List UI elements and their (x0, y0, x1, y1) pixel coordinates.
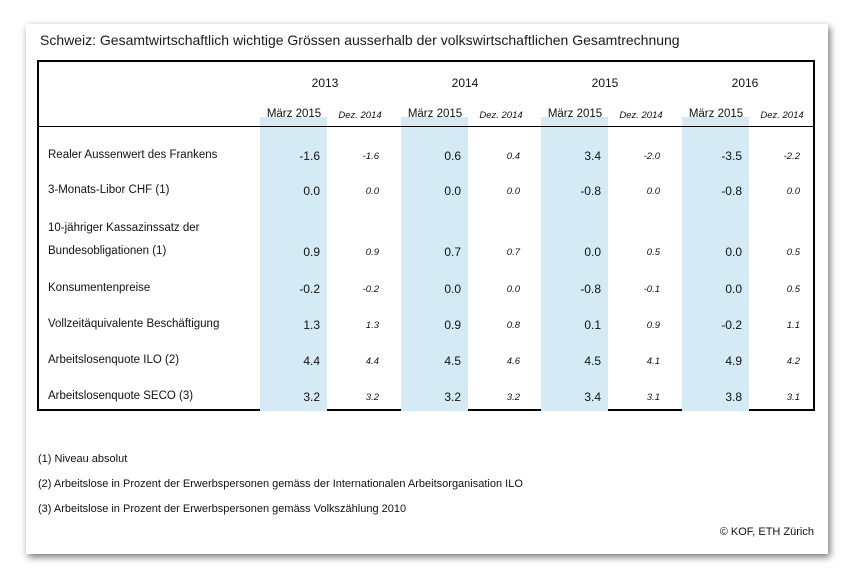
table-cell: 0.5 (786, 247, 800, 258)
page-title: Schweiz: Gesamtwirtschaftlich wichtige G… (40, 32, 680, 48)
row-label: 3-Monats-Libor CHF (1) (48, 184, 170, 196)
table-cell: 0.8 (506, 320, 520, 331)
table-cell: -0.8 (580, 282, 601, 296)
table-cell: 0.9 (365, 247, 379, 258)
col-header-dez: Dez. 2014 (760, 110, 804, 121)
table-cell: 0.7 (444, 245, 461, 259)
table-cell: 0.6 (444, 149, 461, 163)
table-cell: 0.0 (365, 186, 379, 197)
table-cell: 0.7 (506, 247, 520, 258)
col-header-maerz: März 2015 (266, 108, 322, 120)
table-cell: 4.2 (786, 356, 800, 367)
table-cell: 0.4 (506, 151, 520, 162)
table-cell: 0.0 (646, 186, 660, 197)
highlight-band-2013 (260, 117, 327, 411)
table-cell: 3.4 (584, 149, 601, 163)
table-cell: 0.1 (584, 318, 601, 332)
row-label: Vollzeitäquivalente Beschäftigung (48, 318, 220, 330)
year-header: 2013 (311, 76, 339, 90)
table-cell: 4.4 (303, 354, 320, 368)
row-label: Realer Aussenwert des Frankens (48, 149, 218, 161)
table-cell: 4.9 (725, 354, 742, 368)
table-cell: 3.4 (584, 390, 601, 404)
copyright: © KOF, ETH Zürich (719, 526, 814, 538)
table-cell: -0.2 (299, 282, 320, 296)
data-table: 2013 2014 2015 2016 März 2015 Dez. 2014 … (37, 60, 815, 411)
table-cell: 0.0 (725, 282, 742, 296)
footnote: (1) Niveau absolut (38, 453, 128, 465)
table-cell: -1.6 (299, 149, 320, 163)
table-cell: 0.9 (444, 318, 461, 332)
year-header: 2014 (451, 76, 479, 90)
table-cell: 0.0 (786, 186, 800, 197)
row-label: Konsumentenpreise (48, 282, 151, 294)
table-cell: 3.2 (303, 390, 320, 404)
table-cell: -2.0 (643, 151, 660, 162)
table-cell: -0.8 (721, 184, 742, 198)
table-cell: 0.9 (303, 245, 320, 259)
table-cell: -2.2 (783, 151, 800, 162)
table-cell: 0.5 (646, 247, 660, 258)
table-cell: 4.6 (506, 356, 520, 367)
row-label-continued: Bundesobligationen (1) (48, 245, 167, 257)
header-divider (39, 126, 813, 127)
table-cell: 4.4 (365, 356, 379, 367)
col-header-maerz: März 2015 (547, 108, 603, 120)
highlight-band-2015 (541, 117, 608, 411)
col-header-maerz: März 2015 (407, 108, 463, 120)
col-header-dez: Dez. 2014 (619, 110, 663, 121)
table-cell: 1.3 (303, 318, 320, 332)
table-cell: 3.2 (506, 392, 520, 403)
col-header-dez: Dez. 2014 (479, 110, 523, 121)
table-cell: 4.5 (584, 354, 601, 368)
table-cell: 0.0 (725, 245, 742, 259)
row-label: 10-jähriger Kassazinssatz der (48, 222, 200, 234)
table-cell: 1.1 (786, 320, 800, 331)
highlight-band-2014 (401, 117, 468, 411)
highlight-band-2016 (682, 117, 749, 411)
table-cell: 0.0 (506, 186, 520, 197)
table-cell: 0.0 (444, 184, 461, 198)
table-cell: -0.8 (580, 184, 601, 198)
col-header-maerz: März 2015 (688, 108, 744, 120)
footnote: (2) Arbeitslose in Prozent der Erwerbspe… (38, 478, 523, 490)
year-header: 2016 (731, 76, 759, 90)
table-cell: -0.1 (643, 284, 660, 295)
col-header-dez: Dez. 2014 (338, 110, 382, 121)
footnote: (3) Arbeitslose in Prozent der Erwerbspe… (38, 503, 407, 515)
table-cell: 3.1 (646, 392, 660, 403)
table-cell: 0.0 (506, 284, 520, 295)
table-cell: 4.1 (646, 356, 660, 367)
table-cell: 0.5 (786, 284, 800, 295)
table-cell: 3.1 (786, 392, 800, 403)
table-cell: 3.8 (725, 390, 742, 404)
table-cell: -0.2 (362, 284, 379, 295)
table-cell: 0.0 (303, 184, 320, 198)
table-cell: 0.9 (646, 320, 660, 331)
table-cell: -3.5 (721, 149, 742, 163)
row-label: Arbeitslosenquote ILO (2) (48, 354, 180, 366)
table-cell: 4.5 (444, 354, 461, 368)
table-cell: 3.2 (365, 392, 379, 403)
table-cell: 3.2 (444, 390, 461, 404)
table-cell: -0.2 (721, 318, 742, 332)
year-header: 2015 (591, 76, 619, 90)
table-cell: 1.3 (365, 320, 379, 331)
table-cell: -1.6 (362, 151, 379, 162)
row-label: Arbeitslosenquote SECO (3) (48, 390, 194, 402)
table-card: Schweiz: Gesamtwirtschaftlich wichtige G… (26, 24, 828, 554)
table-cell: 0.0 (444, 282, 461, 296)
table-cell: 0.0 (584, 245, 601, 259)
